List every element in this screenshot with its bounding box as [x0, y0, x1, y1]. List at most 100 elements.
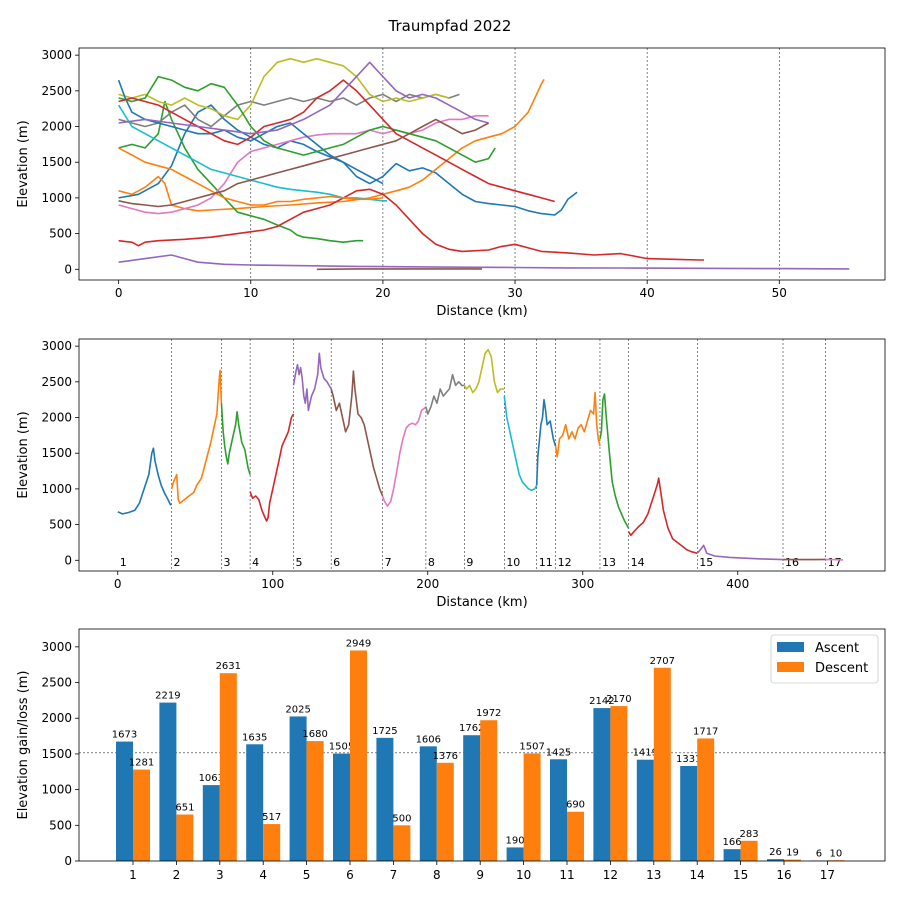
- x-tick-label: 14: [690, 868, 705, 882]
- legend: Ascent Descent: [770, 634, 879, 684]
- x-tick-label: 400: [726, 577, 749, 591]
- stage-line: [118, 254, 850, 270]
- stage-number-label: 14: [631, 556, 645, 569]
- elevation-profile-chart: 0 500 1000 1500 2000 2500 3000 0 100 200 300 400 Dis…: [16, 338, 886, 610]
- y-tick-label: 1000: [41, 783, 72, 797]
- bar-ascent: [593, 708, 611, 861]
- x-tick-label: 30: [507, 286, 522, 300]
- bar-value-label: 2949: [346, 638, 371, 649]
- bar-ascent: [723, 849, 741, 861]
- y-tick-label: 2000: [41, 711, 72, 725]
- x-tick-label: 50: [772, 286, 787, 300]
- bar-value-label: 1063: [199, 773, 224, 784]
- x-tick-label: 11: [559, 868, 574, 882]
- y-tick-label: 0: [64, 854, 72, 868]
- bar-value-label: 1331: [676, 754, 701, 765]
- y-axis-label: Elevation (m): [16, 120, 31, 207]
- stage-line: [330, 370, 384, 497]
- stage-line: [554, 391, 601, 458]
- bar-value-label: 1505: [329, 742, 354, 753]
- x-tick-label: 0: [115, 286, 123, 300]
- stage-line: [170, 369, 223, 504]
- stage-line: [503, 396, 538, 492]
- x-tick-label: 200: [416, 577, 439, 591]
- stage-line: [535, 398, 557, 486]
- stage-number-label: 1: [120, 556, 127, 569]
- x-tick-label: 17: [820, 868, 835, 882]
- bar-value-label: 1972: [476, 708, 501, 719]
- bar-value-label: 190: [506, 835, 525, 846]
- bar-descent: [176, 814, 194, 861]
- x-axis-label: Distance (km): [436, 595, 527, 610]
- x-tick-label: 9: [476, 868, 484, 882]
- x-tick-label: 8: [433, 868, 441, 882]
- stage-line: [118, 100, 364, 243]
- bar-value-label: 1507: [519, 741, 544, 752]
- bar-ascent: [463, 735, 481, 861]
- stage-number-label: 2: [174, 556, 181, 569]
- stage-number-label: 4: [252, 556, 259, 569]
- y-tick-label: 500: [49, 818, 72, 832]
- x-tick-label: 16: [776, 868, 791, 882]
- bar-value-label: 1680: [302, 729, 327, 740]
- x-tick-label: 300: [571, 577, 594, 591]
- bar-ascent: [246, 744, 264, 861]
- axes-frame: [78, 47, 886, 281]
- legend-swatch: [777, 662, 804, 672]
- x-tick-label: 6: [346, 868, 354, 882]
- stage-line: [118, 61, 489, 135]
- bar-ascent: [419, 746, 437, 861]
- y-tick-label: 2500: [41, 375, 72, 389]
- stage-line: [292, 352, 332, 412]
- x-tick-label: 4: [259, 868, 267, 882]
- x-tick-label: 1: [129, 868, 137, 882]
- y-tick-label: 0: [64, 262, 72, 276]
- stage-number-label: 5: [296, 556, 303, 569]
- bar-descent: [306, 741, 324, 861]
- bar-descent: [480, 720, 498, 861]
- y-tick-label: 2500: [41, 676, 72, 690]
- bar-value-label: 1606: [416, 734, 441, 745]
- y-tick-label: 1000: [41, 191, 72, 205]
- stage-number-label: 15: [699, 556, 713, 569]
- x-tick-label: 100: [261, 577, 284, 591]
- bar-descent: [219, 673, 237, 861]
- bar-ascent: [333, 753, 350, 861]
- bar-value-label: 500: [392, 813, 411, 824]
- y-tick-label: 3000: [41, 48, 72, 62]
- y-tick-label: 2000: [41, 411, 72, 425]
- stage-line: [627, 477, 698, 554]
- x-tick-label: 10: [516, 868, 531, 882]
- x-axis-label: Distance (km): [436, 304, 527, 319]
- x-tick-label: 7: [390, 868, 398, 882]
- bar-value-label: 1419: [633, 748, 658, 759]
- bar-value-label: 2142: [589, 696, 614, 707]
- axes-frame: [78, 628, 886, 862]
- stage-number-label: 9: [466, 556, 473, 569]
- bar-value-label: 26: [769, 847, 782, 858]
- bar-ascent: [116, 741, 133, 861]
- x-tick-label: 0: [114, 577, 122, 591]
- x-tick-label: 5: [303, 868, 311, 882]
- y-tick-label: 500: [49, 518, 72, 532]
- x-tick-label: 15: [733, 868, 748, 882]
- bar-value-label: 651: [175, 803, 194, 814]
- y-tick-label: 3000: [41, 640, 72, 654]
- x-tick-label: 13: [646, 868, 661, 882]
- bar-value-label: 166: [723, 837, 742, 848]
- stage-number-label: 7: [385, 556, 392, 569]
- stage-number-label: 3: [223, 556, 230, 569]
- y-tick-label: 1500: [41, 747, 72, 761]
- bar-descent: [567, 811, 584, 861]
- stage-number-label: 11: [539, 556, 553, 569]
- bar-ascent: [289, 716, 307, 861]
- stage-line: [118, 79, 555, 203]
- stage-number-label: 8: [428, 556, 435, 569]
- bar-descent: [523, 753, 541, 861]
- stage-number-label: 10: [506, 556, 520, 569]
- legend-label: Ascent: [815, 641, 859, 656]
- y-axis-label: Elevation (m): [16, 411, 31, 498]
- bar-value-label: 1635: [242, 732, 267, 743]
- stage-line: [117, 447, 172, 515]
